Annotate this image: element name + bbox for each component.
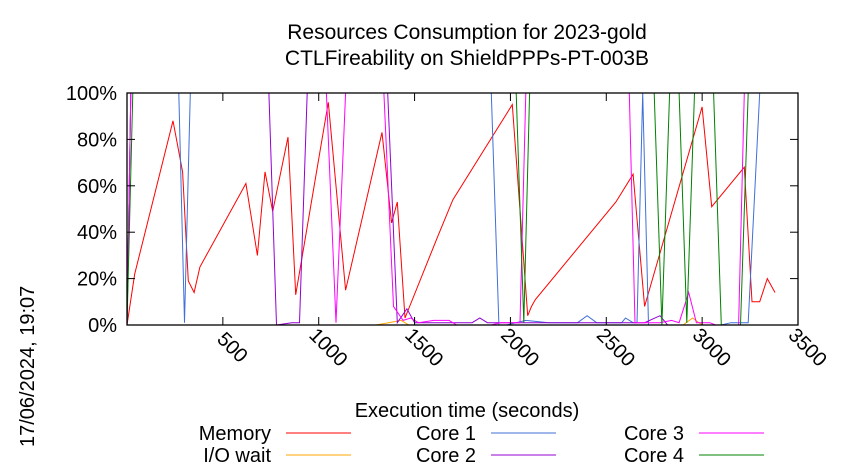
x-axis-label: Execution time (seconds) (355, 400, 580, 422)
legend-label: Memory (199, 423, 271, 445)
y-tick-label: 40% (77, 222, 117, 244)
legend-label: Core 1 (416, 423, 476, 445)
legend-label: I/O wait (203, 445, 271, 467)
x-tick-label: 1500 (400, 324, 447, 371)
x-tick-label: 2000 (496, 324, 543, 371)
series-line-core-4 (126, 92, 779, 326)
chart-subtitle: CTLFireability on ShieldPPPs-PT-003B (285, 47, 649, 70)
y-tick-label: 0% (88, 315, 117, 337)
series-line-core-1 (126, 92, 779, 326)
y-tick-label: 60% (77, 176, 117, 198)
plot-frame (126, 92, 799, 326)
y-tick-label: 80% (77, 129, 117, 151)
axis-layer: 0% 20% 40% 60% 80% 100% 500 1000 1500 2000 2500 300… (66, 83, 831, 371)
series-line-core-2 (126, 92, 779, 326)
legend-label: Core 2 (416, 445, 476, 467)
series-line-memory (126, 102, 776, 326)
x-tick-label: 3500 (784, 324, 831, 371)
x-tick-label: 2500 (592, 324, 639, 371)
legend-label: Core 4 (624, 445, 684, 467)
y-tick-label: 20% (77, 269, 117, 291)
legend-label: Core 3 (624, 423, 684, 445)
x-tick-label: 500 (213, 328, 252, 367)
series-layer (126, 92, 779, 326)
timestamp-label: 17/06/2024, 19:07 (17, 286, 39, 447)
x-tick-label: 3000 (688, 324, 735, 371)
x-tick-label: 1000 (304, 324, 351, 371)
series-line-core-3 (126, 92, 779, 326)
chart-title: Resources Consumption for 2023-gold (287, 21, 647, 44)
y-tick-label: 100% (66, 83, 117, 105)
series-line-i-o-wait (127, 317, 779, 326)
